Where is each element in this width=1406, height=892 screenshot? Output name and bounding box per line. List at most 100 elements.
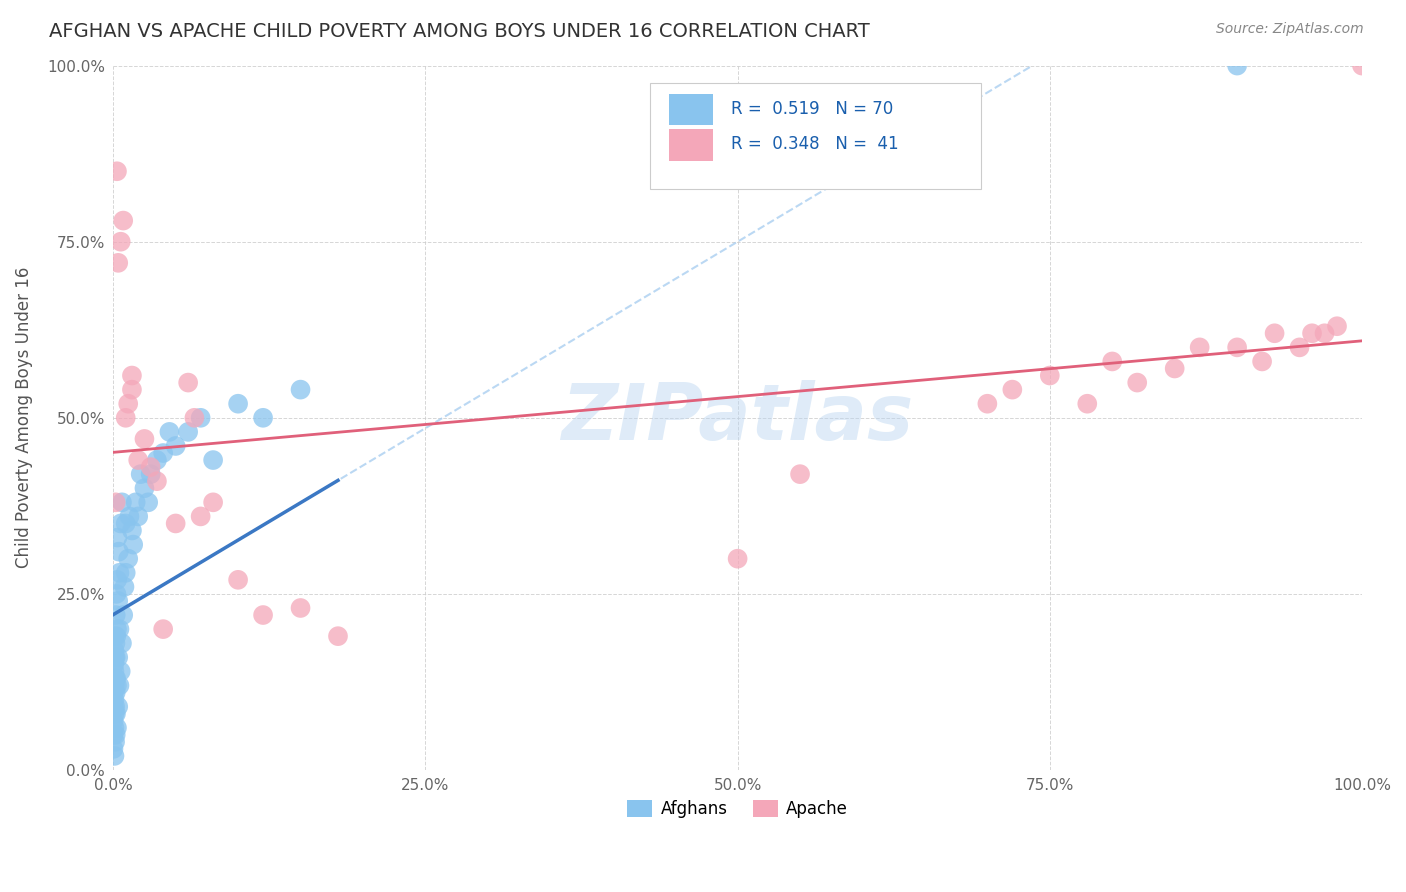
Point	[104, 706, 127, 721]
Point	[107, 594, 129, 608]
Point	[165, 439, 187, 453]
Point	[202, 495, 225, 509]
Point	[190, 509, 212, 524]
Point	[177, 376, 200, 390]
Point	[252, 410, 274, 425]
Point	[1101, 354, 1123, 368]
Point	[104, 728, 127, 742]
Point	[326, 629, 349, 643]
Point	[177, 425, 200, 439]
FancyBboxPatch shape	[669, 94, 713, 126]
Point	[1264, 326, 1286, 341]
Point	[104, 706, 127, 721]
Point	[226, 573, 249, 587]
Point	[103, 748, 125, 763]
Point	[1326, 319, 1348, 334]
Text: Source: ZipAtlas.com: Source: ZipAtlas.com	[1216, 22, 1364, 37]
Point	[1039, 368, 1062, 383]
Point	[104, 678, 127, 692]
Point	[107, 531, 129, 545]
FancyBboxPatch shape	[669, 129, 713, 161]
Point	[1001, 383, 1024, 397]
Point	[252, 607, 274, 622]
Point	[139, 460, 162, 475]
Point	[103, 629, 125, 643]
Point	[118, 509, 141, 524]
Point	[226, 397, 249, 411]
Point	[1301, 326, 1323, 341]
Point	[104, 495, 127, 509]
Point	[108, 544, 131, 558]
Point	[108, 622, 131, 636]
Point	[134, 481, 156, 495]
Text: R =  0.519   N = 70: R = 0.519 N = 70	[731, 100, 894, 119]
Point	[1076, 397, 1098, 411]
Point	[111, 495, 134, 509]
Point	[976, 397, 998, 411]
Point	[117, 397, 139, 411]
Point	[108, 678, 131, 692]
Point	[112, 213, 135, 227]
Point	[157, 425, 180, 439]
Point	[114, 410, 136, 425]
Point	[114, 580, 136, 594]
Point	[104, 650, 127, 665]
Point	[105, 629, 128, 643]
Point	[110, 665, 132, 679]
Y-axis label: Child Poverty Among Boys Under 16: Child Poverty Among Boys Under 16	[15, 267, 32, 568]
Point	[104, 636, 127, 650]
Point	[146, 474, 169, 488]
Legend: Afghans, Apache: Afghans, Apache	[620, 794, 855, 825]
Point	[105, 721, 128, 735]
Point	[134, 432, 156, 446]
Point	[290, 601, 312, 615]
Point	[107, 256, 129, 270]
Point	[1288, 340, 1310, 354]
Point	[139, 467, 162, 482]
Point	[1126, 376, 1149, 390]
Point	[290, 383, 312, 397]
Point	[110, 235, 132, 249]
Point	[108, 566, 131, 580]
Point	[1251, 354, 1274, 368]
Point	[103, 728, 125, 742]
Text: R =  0.348   N =  41: R = 0.348 N = 41	[731, 136, 898, 153]
Point	[121, 383, 143, 397]
Point	[152, 622, 174, 636]
Point	[122, 538, 145, 552]
Point	[104, 735, 127, 749]
Point	[104, 685, 127, 699]
Point	[152, 446, 174, 460]
Point	[127, 509, 149, 524]
Point	[114, 516, 136, 531]
Point	[104, 650, 127, 665]
Point	[103, 742, 125, 756]
Point	[111, 636, 134, 650]
Point	[1313, 326, 1336, 341]
Point	[103, 657, 125, 672]
FancyBboxPatch shape	[650, 83, 981, 189]
Point	[136, 495, 159, 509]
Point	[105, 622, 128, 636]
Point	[103, 643, 125, 657]
Point	[146, 453, 169, 467]
Point	[105, 164, 128, 178]
Point	[114, 566, 136, 580]
Point	[125, 495, 148, 509]
Point	[1226, 59, 1249, 73]
Point	[129, 467, 152, 482]
Point	[103, 699, 125, 714]
Point	[107, 650, 129, 665]
Text: ZIPatlas: ZIPatlas	[561, 380, 914, 456]
Point	[107, 699, 129, 714]
Point	[110, 516, 132, 531]
Point	[105, 672, 128, 686]
Point	[190, 410, 212, 425]
Point	[202, 453, 225, 467]
Point	[103, 692, 125, 706]
Point	[165, 516, 187, 531]
Point	[105, 678, 128, 692]
Point	[727, 551, 749, 566]
Point	[117, 551, 139, 566]
Point	[104, 607, 127, 622]
